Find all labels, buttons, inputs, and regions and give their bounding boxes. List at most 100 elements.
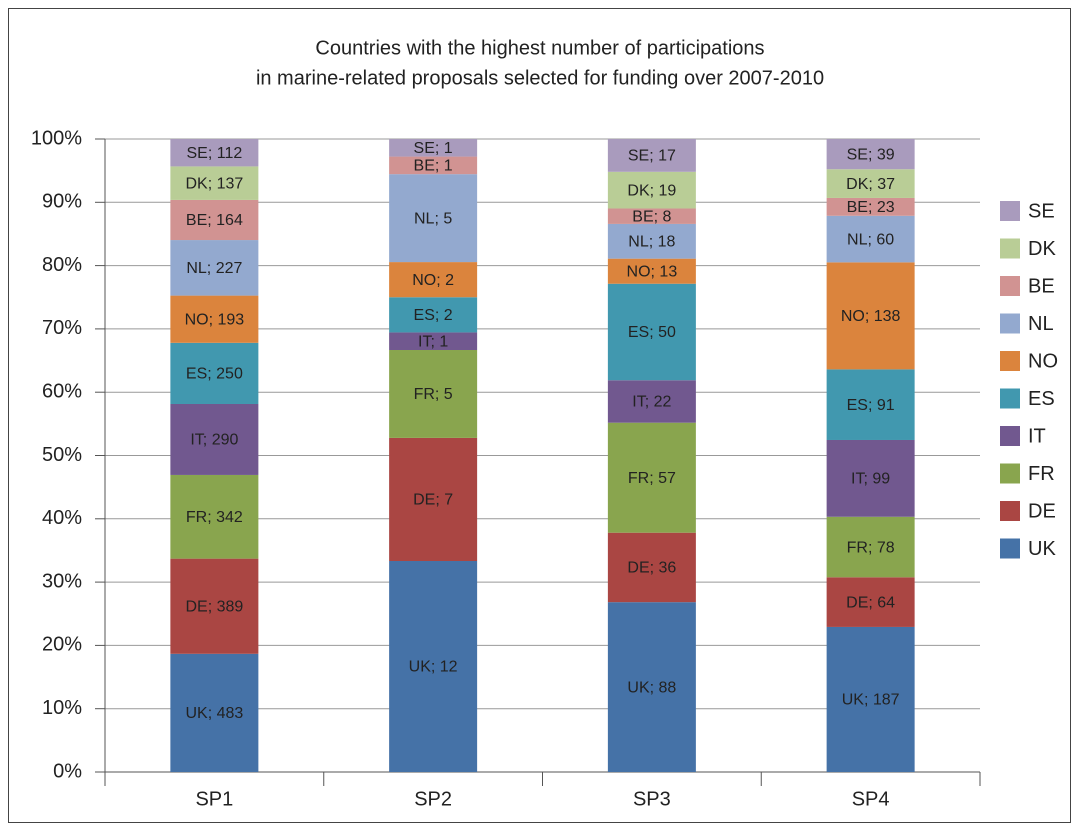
- bar-segment: [389, 139, 478, 157]
- bar-segment: [607, 532, 696, 603]
- data-label: SE; 112: [187, 145, 243, 162]
- data-label: ES; 2: [414, 307, 453, 324]
- y-tick-label: 100%: [31, 127, 82, 149]
- data-label: DE; 64: [846, 594, 895, 611]
- bar-segment: [170, 653, 259, 772]
- data-label: IT; 1: [418, 333, 448, 350]
- bar-segment: [170, 295, 259, 343]
- legend-swatch: [1000, 201, 1020, 221]
- legend-swatch: [1000, 313, 1020, 334]
- legend-label: IT: [1028, 425, 1046, 447]
- bar-segment: [607, 380, 696, 423]
- legend-label: NO: [1028, 350, 1058, 372]
- data-label: DE; 389: [185, 598, 243, 615]
- data-label: NL; 60: [847, 231, 894, 248]
- bar-segment: [170, 403, 259, 475]
- legend-swatch: [1000, 238, 1020, 259]
- data-label: SE; 39: [847, 146, 895, 163]
- bar-segment: [826, 369, 915, 440]
- legend-swatch: [1000, 351, 1020, 371]
- bar-segment: [607, 283, 696, 381]
- bar-segment: [607, 602, 696, 772]
- bar-segment: [389, 437, 478, 561]
- bar-segment: [826, 626, 915, 772]
- data-label: FR; 57: [628, 470, 676, 487]
- bar-segment: [826, 169, 915, 198]
- data-label: ES; 91: [847, 397, 895, 414]
- legend-label: DE: [1028, 500, 1056, 522]
- data-label: DK; 37: [846, 176, 895, 193]
- legend-swatch: [1000, 426, 1020, 446]
- data-label: IT; 290: [190, 432, 238, 449]
- data-label: UK; 88: [627, 679, 676, 696]
- bar-segment: [170, 474, 259, 559]
- data-label: NO; 13: [627, 263, 678, 280]
- y-tick-label: 20%: [42, 634, 82, 656]
- data-label: NL; 18: [628, 234, 675, 251]
- y-tick-label: 10%: [42, 697, 82, 719]
- data-label: BE; 23: [847, 199, 895, 216]
- bar-segment: [826, 262, 915, 370]
- bar-segment: [170, 166, 259, 200]
- y-tick-label: 40%: [42, 507, 82, 529]
- bar-segment: [607, 139, 696, 172]
- legend-swatch: [1000, 501, 1020, 521]
- chart-title: Countries with the highest number of par…: [315, 37, 764, 59]
- data-label: UK; 12: [409, 659, 458, 676]
- legend-swatch: [1000, 463, 1020, 484]
- legend-label: FR: [1028, 463, 1055, 485]
- y-tick-label: 30%: [42, 570, 82, 592]
- bar-segment: [389, 156, 478, 175]
- legend-label: UK: [1028, 538, 1056, 560]
- bar-segment: [607, 258, 696, 284]
- chart-title: in marine-related proposals selected for…: [256, 67, 824, 89]
- data-label: ES; 250: [186, 366, 243, 383]
- bar-segment: [607, 223, 696, 259]
- y-tick-label: 70%: [42, 317, 82, 339]
- bar-segment: [389, 350, 478, 438]
- legend-swatch: [1000, 538, 1020, 559]
- bar-segment: [826, 215, 915, 263]
- data-label: ES; 50: [628, 324, 676, 341]
- bar-segment: [607, 422, 696, 533]
- legend-swatch: [1000, 388, 1020, 409]
- x-tick-label: SP3: [633, 788, 671, 810]
- bar-segment: [826, 139, 915, 170]
- y-tick-label: 80%: [42, 254, 82, 276]
- bar-segment: [170, 240, 259, 296]
- x-tick-label: SP2: [414, 788, 452, 810]
- data-label: UK; 483: [185, 705, 243, 722]
- data-label: FR; 342: [186, 509, 243, 526]
- legend-label: ES: [1028, 388, 1055, 410]
- data-label: NL; 227: [186, 260, 242, 277]
- data-label: UK; 187: [842, 692, 900, 709]
- data-label: BE; 1: [414, 158, 453, 175]
- data-label: DK; 137: [185, 175, 243, 192]
- bar-segment: [170, 139, 259, 167]
- bar-segment: [607, 171, 696, 209]
- x-tick-label: SP4: [852, 788, 890, 810]
- data-label: FR; 5: [414, 386, 453, 403]
- y-tick-label: 50%: [42, 444, 82, 466]
- legend-label: NL: [1028, 313, 1054, 335]
- bar-segment: [389, 561, 478, 772]
- data-label: FR; 78: [847, 539, 895, 556]
- data-label: NL; 5: [414, 210, 452, 227]
- bar-segment: [389, 332, 478, 350]
- bar-segment: [826, 197, 915, 216]
- data-label: DE; 7: [413, 492, 453, 509]
- data-label: IT; 99: [851, 471, 890, 488]
- bar-segment: [389, 297, 478, 333]
- bar-segment: [607, 208, 696, 224]
- legend-label: BE: [1028, 275, 1055, 297]
- bar-segment: [826, 439, 915, 517]
- y-tick-label: 90%: [42, 191, 82, 213]
- legend-label: SE: [1028, 200, 1055, 222]
- data-label: DK; 19: [627, 182, 676, 199]
- data-label: NO; 138: [841, 308, 901, 325]
- bar-segment: [170, 558, 259, 654]
- data-label: NO; 2: [412, 272, 454, 289]
- data-label: BE; 164: [186, 212, 243, 229]
- data-label: BE; 8: [632, 208, 671, 225]
